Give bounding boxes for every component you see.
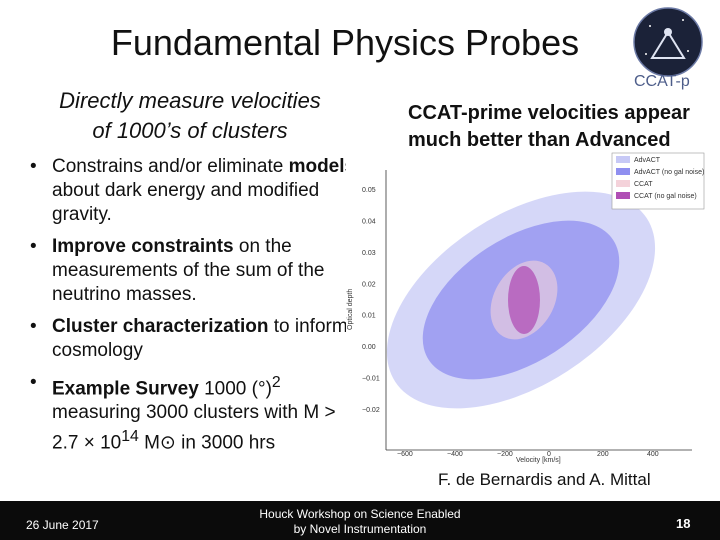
subtitle: Directly measure velocities of 1000’s of… — [22, 86, 358, 146]
legend-label: AdvACT — [634, 157, 661, 164]
y-tick-label: 0.04 — [362, 218, 376, 225]
y-tick-label: 0.03 — [362, 250, 376, 257]
page-number: 18 — [676, 516, 691, 531]
bullet-item: • Improve constraints on the measurement… — [30, 235, 360, 307]
legend-label: AdvACT (no gal noise) — [634, 169, 704, 176]
footer-date: 26 June 2017 — [26, 518, 99, 532]
footer-bar: 26 June 2017 Houck Workshop on Science E… — [0, 501, 720, 540]
x-axis-label: Velocity [km/s] — [516, 457, 561, 464]
bullet-bold: Improve constraints — [52, 236, 234, 257]
bullet-item: • Example Survey 1000 (°)2 measuring 300… — [30, 371, 360, 456]
bullet-list: • Constrains and/or eliminate models abo… — [30, 155, 360, 464]
y-tick-label: 0.02 — [362, 281, 376, 288]
figure-credit: F. de Bernardis and A. Mittal — [438, 470, 651, 489]
footer-event: Houck Workshop on Science Enabled by Nov… — [240, 507, 480, 537]
bullet-bold: Cluster characterization — [52, 316, 269, 337]
bullet-text: to inform cosmology — [52, 316, 348, 361]
ccat-p-logo: CCAT-p — [633, 7, 703, 90]
subtitle-line-1: Directly measure velocities — [59, 88, 321, 113]
legend: AdvACT AdvACT (no gal noise) CCAT CCAT (no … — [611, 152, 705, 210]
x-tick-label: 0 — [547, 451, 551, 458]
x-tick-label: −600 — [397, 451, 413, 458]
slide-title: Fundamental Physics Probes — [110, 22, 580, 63]
legend-label: CCAT (no gal noise) — [634, 193, 697, 200]
x-tick-label: 200 — [597, 451, 609, 458]
bullet-dot-icon: • — [30, 372, 37, 393]
velocity-depth-plot: 0.05 0.04 0.03 0.02 0.01 0.00 −0.01 −0.02 −600 −… — [346, 150, 706, 470]
y-tick-label: 0.00 — [362, 344, 376, 351]
y-tick-label: 0.01 — [362, 313, 376, 320]
ccat-nogal-ellipse — [508, 266, 540, 334]
y-tick-label: −0.02 — [362, 407, 380, 414]
legend-label: CCAT — [634, 181, 653, 188]
bullet-dot-icon: • — [30, 236, 37, 257]
subtitle-line-2: of 1000’s of clusters — [92, 118, 288, 143]
x-tick-label: −200 — [497, 451, 513, 458]
bullet-text: M⊙ in 3000 hrs — [138, 432, 276, 454]
bullet-text: Constrains and/or eliminate — [52, 156, 289, 177]
bullet-text: 1000 (°) — [198, 378, 272, 400]
bullet-text: measuring 3000 clusters with M > 2.7 × 1… — [52, 402, 336, 454]
legend-swatch — [616, 156, 630, 163]
x-tick-label: 400 — [647, 451, 659, 458]
bullet-bold: Example Survey — [52, 378, 199, 400]
bullet-item: • Constrains and/or eliminate models abo… — [30, 155, 360, 227]
logo-text: CCAT-p — [634, 73, 690, 90]
legend-swatch — [616, 180, 630, 187]
bullet-item: • Cluster characterization to inform cos… — [30, 315, 360, 363]
bullet-text: on the measurements of the sum of the ne… — [52, 236, 325, 305]
legend-swatch — [616, 192, 630, 199]
footer-event-line-1: Houck Workshop on Science Enabled — [259, 507, 461, 521]
legend-swatch — [616, 168, 630, 175]
y-tick-label: −0.01 — [362, 376, 380, 383]
x-tick-label: −400 — [447, 451, 463, 458]
bullet-text: about dark energy and modified gravity. — [52, 180, 320, 225]
y-tick-label: 0.05 — [362, 187, 376, 194]
bullet-superscript: 2 — [271, 374, 281, 391]
bullet-superscript: 14 — [121, 428, 139, 446]
footer-event-line-2: by Novel Instrumentation — [293, 522, 427, 536]
y-axis-label: Optical depth — [347, 289, 354, 330]
bullet-dot-icon: • — [30, 316, 37, 337]
bullet-bold: models — [288, 156, 356, 177]
bullet-dot-icon: • — [30, 156, 37, 177]
